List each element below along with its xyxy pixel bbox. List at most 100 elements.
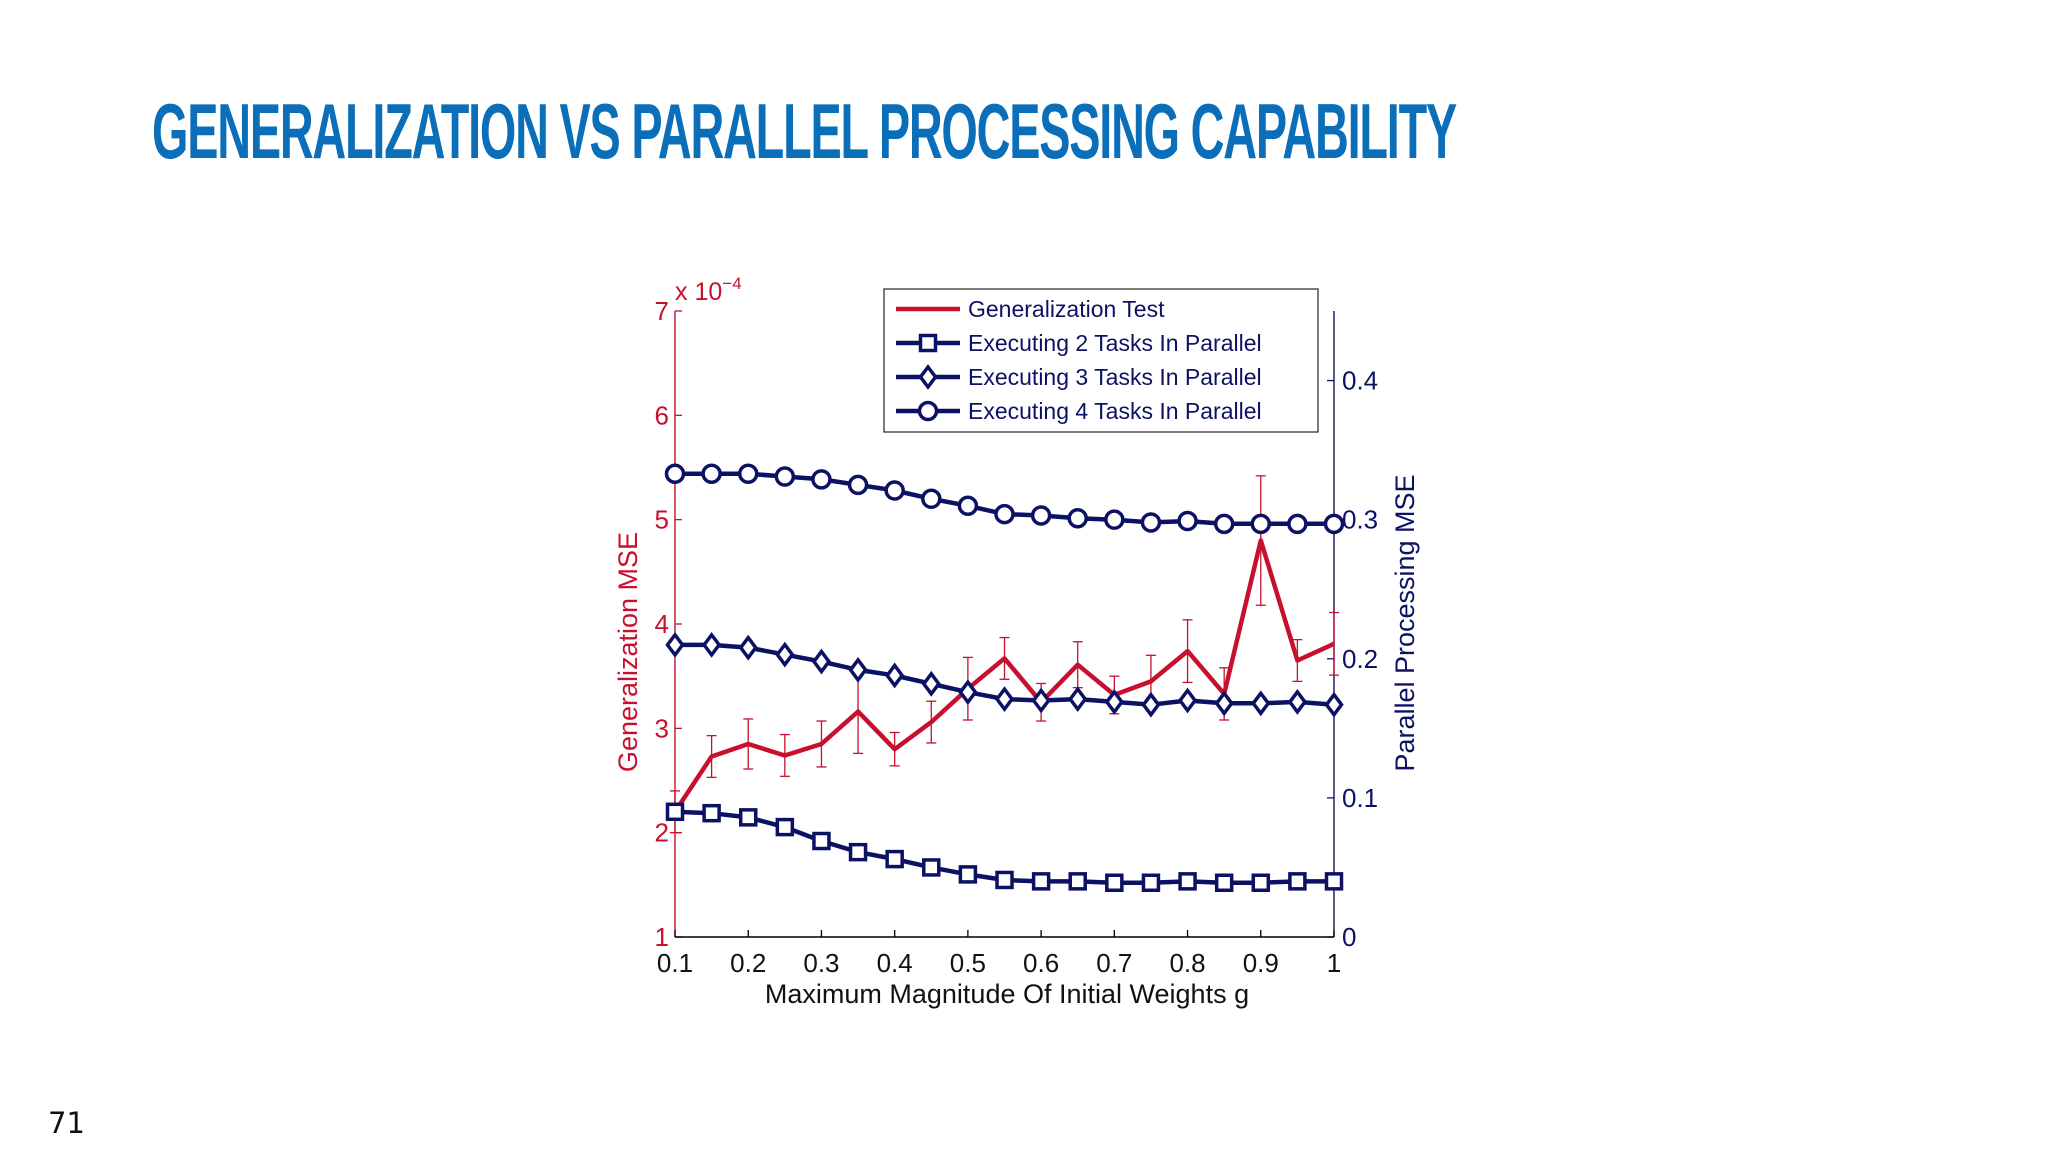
diamond-marker xyxy=(1251,690,1271,717)
legend: Generalization Test Executing 2 Tasks In … xyxy=(883,288,1319,433)
series-1 xyxy=(670,475,1339,834)
slide-title: GENERALIZATION VS PARALLEL PROCESSING CA… xyxy=(152,87,1457,175)
legend-label: Executing 4 Tasks In Parallel xyxy=(968,398,1262,424)
left-tick-label: 4 xyxy=(655,609,669,639)
x-tick-label: 1 xyxy=(1327,948,1341,978)
x-tick-label: 0.8 xyxy=(1169,948,1205,978)
series-4 xyxy=(664,463,1345,535)
legend-label: Executing 3 Tasks In Parallel xyxy=(968,364,1262,390)
square-marker xyxy=(848,842,868,862)
legend-label: Generalization Test xyxy=(968,296,1165,322)
right-tick-label: 0.1 xyxy=(1342,783,1378,813)
x-tick-label: 0.7 xyxy=(1096,948,1132,978)
square-marker xyxy=(1288,872,1307,891)
legend-item-3: Executing 3 Tasks In Parallel xyxy=(896,364,1262,390)
x-tick-label: 0.5 xyxy=(950,948,986,978)
x-tick-label: 0.6 xyxy=(1023,948,1059,978)
legend-label: Executing 2 Tasks In Parallel xyxy=(968,330,1262,356)
right-tick-label: 0 xyxy=(1342,922,1356,952)
circle-marker xyxy=(1287,513,1308,535)
circle-marker xyxy=(1140,512,1162,533)
circle-marker xyxy=(1104,509,1125,530)
diamond-marker xyxy=(921,670,941,697)
circle-marker xyxy=(1213,513,1235,535)
legend-box xyxy=(883,288,1319,433)
circle-marker xyxy=(811,469,832,490)
diamond-marker xyxy=(1068,686,1088,713)
x-tick-label: 0.1 xyxy=(657,948,693,978)
diamond-marker xyxy=(958,679,978,706)
right-axis: 0 0.1 0.2 0.3 0.4 xyxy=(1327,311,1378,952)
diamond-marker xyxy=(1287,688,1308,715)
diamond-marker xyxy=(1214,690,1234,717)
circle-marker xyxy=(1177,510,1198,532)
square-marker xyxy=(1031,872,1051,891)
left-axis: 1 2 3 4 5 6 7 xyxy=(655,296,682,952)
square-marker xyxy=(918,333,938,353)
square-marker xyxy=(1105,873,1124,892)
circle-marker xyxy=(957,495,979,517)
series-3 xyxy=(665,631,1344,718)
circle-marker xyxy=(1067,508,1088,529)
square-marker xyxy=(1214,873,1234,892)
x-tick-label: 0.9 xyxy=(1243,948,1279,978)
circle-marker xyxy=(1323,513,1345,535)
diamond-marker xyxy=(665,631,685,658)
diamond-marker xyxy=(701,631,722,658)
legend-item-2: Executing 2 Tasks In Parallel xyxy=(896,330,1262,356)
circle-marker xyxy=(774,466,796,487)
diamond-marker xyxy=(994,686,1015,713)
square-marker xyxy=(812,831,831,851)
left-tick-label: 1 xyxy=(655,922,669,952)
square-marker xyxy=(738,808,758,827)
square-marker xyxy=(1068,872,1087,891)
diamond-marker xyxy=(1031,687,1051,714)
square-marker xyxy=(702,803,721,823)
right-tick-label: 0.3 xyxy=(1342,505,1378,535)
square-marker xyxy=(885,849,904,869)
square-marker xyxy=(1141,873,1161,892)
x-tick-label: 0.4 xyxy=(877,948,913,978)
diamond-marker xyxy=(775,641,795,668)
diamond-marker xyxy=(1104,688,1125,715)
diamond-marker xyxy=(1141,691,1161,718)
square-marker xyxy=(958,865,978,884)
circle-marker xyxy=(917,400,939,422)
square-marker xyxy=(922,858,941,877)
circle-marker xyxy=(737,463,759,485)
left-tick-label: 7 xyxy=(655,296,669,326)
circle-marker xyxy=(701,463,722,485)
legend-item-4: Executing 4 Tasks In Parallel xyxy=(896,398,1262,424)
square-marker xyxy=(1178,872,1197,891)
x-tick-label: 0.3 xyxy=(803,948,839,978)
series-2 xyxy=(665,802,1344,892)
circle-marker xyxy=(1030,505,1052,526)
left-multiplier-label: x 10−4 xyxy=(675,274,742,306)
circle-marker xyxy=(994,503,1015,525)
x-axis-label: Maximum Magnitude Of Initial Weights g xyxy=(765,979,1249,1009)
square-marker xyxy=(1251,873,1271,892)
circle-marker xyxy=(847,474,869,496)
diamond-marker xyxy=(884,662,905,689)
diamond-marker xyxy=(811,648,832,675)
square-marker xyxy=(775,817,795,837)
left-tick-label: 5 xyxy=(655,505,669,535)
x-axis: 0.1 0.2 0.3 0.4 0.5 0.6 0.7 0.8 0.9 1 xyxy=(657,930,1341,978)
diamond-marker xyxy=(738,634,758,661)
square-marker xyxy=(995,870,1014,890)
slide-number: 71 xyxy=(48,1106,85,1140)
right-tick-label: 0.2 xyxy=(1342,644,1378,674)
left-axis-label: Generalization MSE xyxy=(613,532,643,772)
diamond-marker xyxy=(1177,687,1198,714)
circle-marker xyxy=(1250,513,1272,535)
right-axis-label: Parallel Processing MSE xyxy=(1390,474,1420,771)
square-marker xyxy=(665,802,685,822)
x-tick-label: 0.2 xyxy=(730,948,766,978)
series-layer xyxy=(664,463,1345,892)
left-tick-label: 6 xyxy=(655,400,669,430)
left-tick-label: 3 xyxy=(655,713,669,743)
right-tick-label: 0.4 xyxy=(1342,366,1378,396)
left-tick-label: 2 xyxy=(655,818,669,848)
square-marker xyxy=(1324,872,1344,891)
